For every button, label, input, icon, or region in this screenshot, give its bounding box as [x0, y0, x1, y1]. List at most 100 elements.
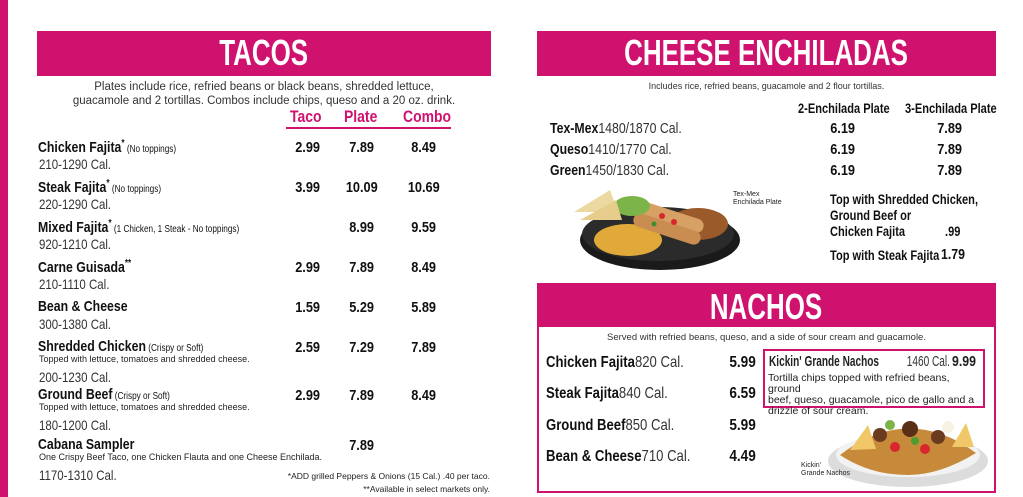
taco-combo-price: 7.89 [411, 339, 437, 356]
col-2-enchilada: 2-Enchilada Plate [798, 101, 890, 116]
nacho-calories: 840 Cal. [618, 385, 668, 402]
col-taco: Taco [290, 107, 322, 126]
enchilada-calories: 1480/1870 Cal. [598, 120, 682, 137]
taco-plate-price: 8.99 [349, 219, 375, 236]
taco-item-desc: One Crispy Beef Taco, one Chicken Flauta… [39, 452, 323, 462]
grande-nachos-desc: Tortilla chips topped with refried beans… [768, 373, 980, 417]
tacos-intro-line1: Plates include rice, refried beans or bl… [94, 81, 434, 93]
grande-desc-line3: drizzle of sour cream. [768, 405, 869, 417]
enchilada-row: Green 1450/1830 Cal. [550, 162, 695, 179]
taco-plate-price: 10.09 [346, 179, 378, 196]
taco-taco-price: 2.59 [295, 339, 321, 356]
taco-item: Bean & Cheese [38, 298, 147, 315]
taco-taco-price: 2.99 [295, 387, 321, 404]
grande-nachos-image [828, 420, 988, 487]
taco-item: Shredded Chicken (Crispy or Soft) [38, 338, 240, 355]
taco-item-name: Carne Guisada** [38, 258, 132, 276]
taco-taco-price: 1.59 [295, 299, 321, 316]
taco-item-name: Chicken Fajita* (No toppings) [38, 138, 177, 156]
nacho-name: Steak Fajita [546, 385, 619, 402]
taco-plate-price: 5.29 [349, 299, 375, 316]
nacho-price: 4.49 [729, 448, 757, 465]
grande-nachos-title: Kickin' Grande Nachos 1460 Cal. [769, 353, 1001, 370]
nachos-title: NACHOS [710, 286, 823, 327]
grande-nachos-price: 9.99 [952, 353, 976, 370]
taco-item: Steak Fajita* (No toppings) [38, 178, 188, 196]
taco-item-desc: Topped with lettuce, tomatoes and shredd… [39, 402, 250, 412]
enchilada-p3-price: 7.89 [937, 162, 963, 179]
taco-item-calories: 200-1230 Cal. [39, 369, 112, 385]
enchilada-plate-image [574, 190, 740, 270]
taco-item-calories: 180-1200 Cal. [39, 417, 112, 433]
taco-combo-price: 5.89 [411, 299, 437, 316]
grande-nachos-box [763, 349, 985, 408]
taco-plate-price: 7.89 [349, 437, 375, 454]
taco-item-calories: 300-1380 Cal. [39, 316, 112, 332]
taco-item: Chicken Fajita* (No toppings) [38, 138, 206, 156]
nacho-row: Bean & Cheese 710 Cal. [546, 448, 722, 466]
taco-item-note: (No toppings) [109, 184, 162, 195]
nacho-calories: 710 Cal. [641, 448, 691, 465]
col-underline [286, 127, 451, 129]
taco-item-note: (Crispy or Soft) [112, 391, 170, 402]
grande-cal: 1460 Cal. [906, 353, 950, 370]
tacos-intro: Plates include rice, refried beans or bl… [37, 80, 491, 108]
col-combo: Combo [403, 107, 452, 126]
taco-item-calories: 920-1210 Cal. [39, 236, 112, 252]
topping-chicken-beef-price: .99 [945, 224, 961, 239]
taco-item-name: Ground Beef (Crispy or Soft) [38, 386, 170, 403]
nachos-header: NACHOS [539, 285, 994, 327]
taco-item-mark: * [106, 178, 110, 189]
enchiladas-title: CHEESE ENCHILADAS [624, 32, 909, 73]
enchilada-p3-price: 7.89 [937, 120, 963, 137]
nacho-name: Bean & Cheese [546, 448, 642, 465]
nacho-row: Steak Fajita 840 Cal. [546, 385, 695, 403]
taco-item-mark: ** [124, 258, 132, 269]
enchiladas-intro: Includes rice, refried beans, guacamole … [648, 81, 885, 91]
tacos-header: TACOS [37, 31, 491, 76]
taco-item-calories: 220-1290 Cal. [39, 196, 112, 212]
taco-item: Mixed Fajita* (1 Chicken, 1 Steak - No t… [38, 218, 283, 236]
enchilada-p2-price: 6.19 [830, 120, 856, 137]
grande-desc-line2: beef, queso, guacamole, pico de gallo an… [768, 394, 975, 406]
grande-caption-line1: Kickin' [801, 462, 822, 469]
taco-item: Cabana Sampler [38, 436, 156, 453]
taco-plate-price: 7.89 [349, 259, 375, 276]
taco-item-note: (Crispy or Soft) [145, 343, 204, 354]
topping-steak-price: 1.79 [941, 246, 965, 263]
enchiladas-header: CHEESE ENCHILADAS [537, 31, 996, 76]
taco-taco-price: 2.99 [295, 139, 321, 156]
nacho-calories: 820 Cal. [634, 354, 684, 371]
taco-taco-price: 2.99 [295, 259, 321, 276]
nacho-name: Chicken Fajita [546, 354, 635, 371]
enchilada-plate-caption: Tex-Mex Enchilada Plate [733, 191, 782, 207]
topping-steak: Top with Steak Fajita [830, 248, 940, 263]
nacho-row: Ground Beef 850 Cal. [546, 417, 702, 435]
taco-combo-price: 8.49 [411, 387, 437, 404]
nacho-price: 6.59 [729, 385, 757, 402]
nacho-price: 5.99 [729, 417, 757, 434]
taco-combo-price: 8.49 [411, 139, 437, 156]
nacho-price: 5.99 [729, 354, 757, 371]
col-plate: Plate [344, 107, 378, 126]
taco-item-note: (1 Chicken, 1 Steak - No toppings) [111, 224, 240, 235]
taco-combo-price: 10.69 [408, 179, 440, 196]
taco-item-name: Shredded Chicken (Crispy or Soft) [38, 338, 204, 355]
enchilada-caption-line1: Tex-Mex [733, 191, 760, 198]
taco-item-desc: Topped with lettuce, tomatoes and shredd… [39, 354, 250, 364]
taco-item-calories: 210-1290 Cal. [39, 156, 112, 172]
taco-item-calories: 1170-1310 Cal. [39, 467, 117, 483]
taco-plate-price: 7.89 [349, 387, 375, 404]
enchilada-p2-price: 6.19 [830, 141, 856, 158]
taco-item: Carne Guisada** [38, 258, 152, 276]
taco-item-mark: * [121, 138, 125, 149]
taco-item-calories: 210-1110 Cal. [39, 276, 110, 292]
taco-item-name: Mixed Fajita* (1 Chicken, 1 Steak - No t… [38, 218, 240, 236]
enchilada-row: Tex-Mex 1480/1870 Cal. [550, 120, 711, 137]
grande-caption-line2: Grande Nachos [801, 470, 851, 477]
taco-item-name: Bean & Cheese [38, 298, 128, 315]
enchilada-caption-line2: Enchilada Plate [733, 199, 782, 206]
taco-plate-price: 7.89 [349, 139, 375, 156]
enchilada-row: Queso 1410/1770 Cal. [550, 141, 698, 158]
nacho-name: Ground Beef [546, 417, 626, 434]
